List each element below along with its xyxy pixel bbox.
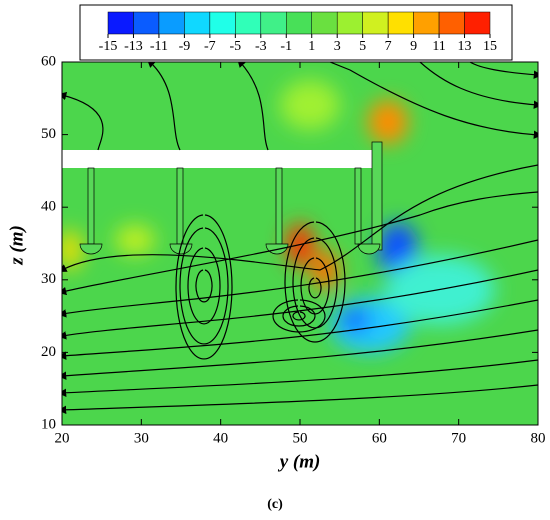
colorbar-segment [362, 11, 389, 35]
colorbar-tick-label: 5 [359, 39, 366, 54]
colorbar-segment [387, 11, 414, 35]
x-tick-label: 80 [531, 430, 546, 446]
colorbar-segment [438, 11, 465, 35]
colorbar-tick-label: -11 [150, 39, 168, 54]
colorbar-tick-label: 7 [385, 39, 392, 54]
colorbar-segment [464, 11, 491, 35]
colorbar-tick-label: -13 [124, 39, 143, 54]
y-tick-label: 20 [41, 344, 56, 360]
x-tick-label: 50 [293, 430, 308, 446]
colorbar-tick-label: -15 [99, 39, 118, 54]
y-axis-label: z (m) [6, 225, 27, 266]
colorbar-segment [158, 11, 185, 35]
x-tick-label: 40 [213, 430, 228, 446]
x-axis-label: y (m) [278, 451, 321, 472]
field [62, 62, 538, 425]
colorbar-tick-label: -7 [204, 39, 216, 54]
colorbar-tick-label: -1 [280, 39, 292, 54]
x-tick-label: 70 [451, 430, 466, 446]
colorbar-tick-label: 3 [334, 39, 341, 54]
colorbar-segment [209, 11, 236, 35]
y-tick-label: 40 [41, 199, 56, 215]
x-tick-label: 60 [372, 430, 387, 446]
colorbar-segment [413, 11, 440, 35]
y-tick-label: 10 [41, 416, 56, 432]
colorbar-segment [133, 11, 160, 35]
colorbar-tick-label: -9 [179, 39, 191, 54]
colorbar-segment [336, 11, 363, 35]
y-tick-label: 30 [41, 271, 56, 287]
colorbar-segment [107, 11, 134, 35]
colorbar-tick-label: 13 [458, 39, 472, 54]
colorbar-segment [235, 11, 262, 35]
caption: (c) [267, 497, 283, 512]
colorbar-tick-label: 1 [308, 39, 315, 54]
colorbar-tick-label: 11 [432, 39, 445, 54]
colorbar-tick-label: 9 [410, 39, 417, 54]
colorbar-tick-label: -5 [229, 39, 241, 54]
x-tick-label: 20 [55, 430, 70, 446]
colorbar-tick-label: -3 [255, 39, 267, 54]
colorbar: -15 -13 -11 -9 -7 -5 -3 -1 1 3 5 7 9 11 13 15 [99, 11, 497, 54]
colorbar-segment [286, 11, 312, 35]
y-tick-label: 50 [41, 126, 56, 142]
y-tick-label: 60 [41, 53, 56, 69]
colorbar-tick-label: 15 [483, 39, 497, 54]
colorbar-segment [311, 11, 338, 35]
colorbar-segment [184, 11, 211, 35]
colorbar-segment [260, 11, 287, 35]
x-tick-label: 30 [134, 430, 149, 446]
